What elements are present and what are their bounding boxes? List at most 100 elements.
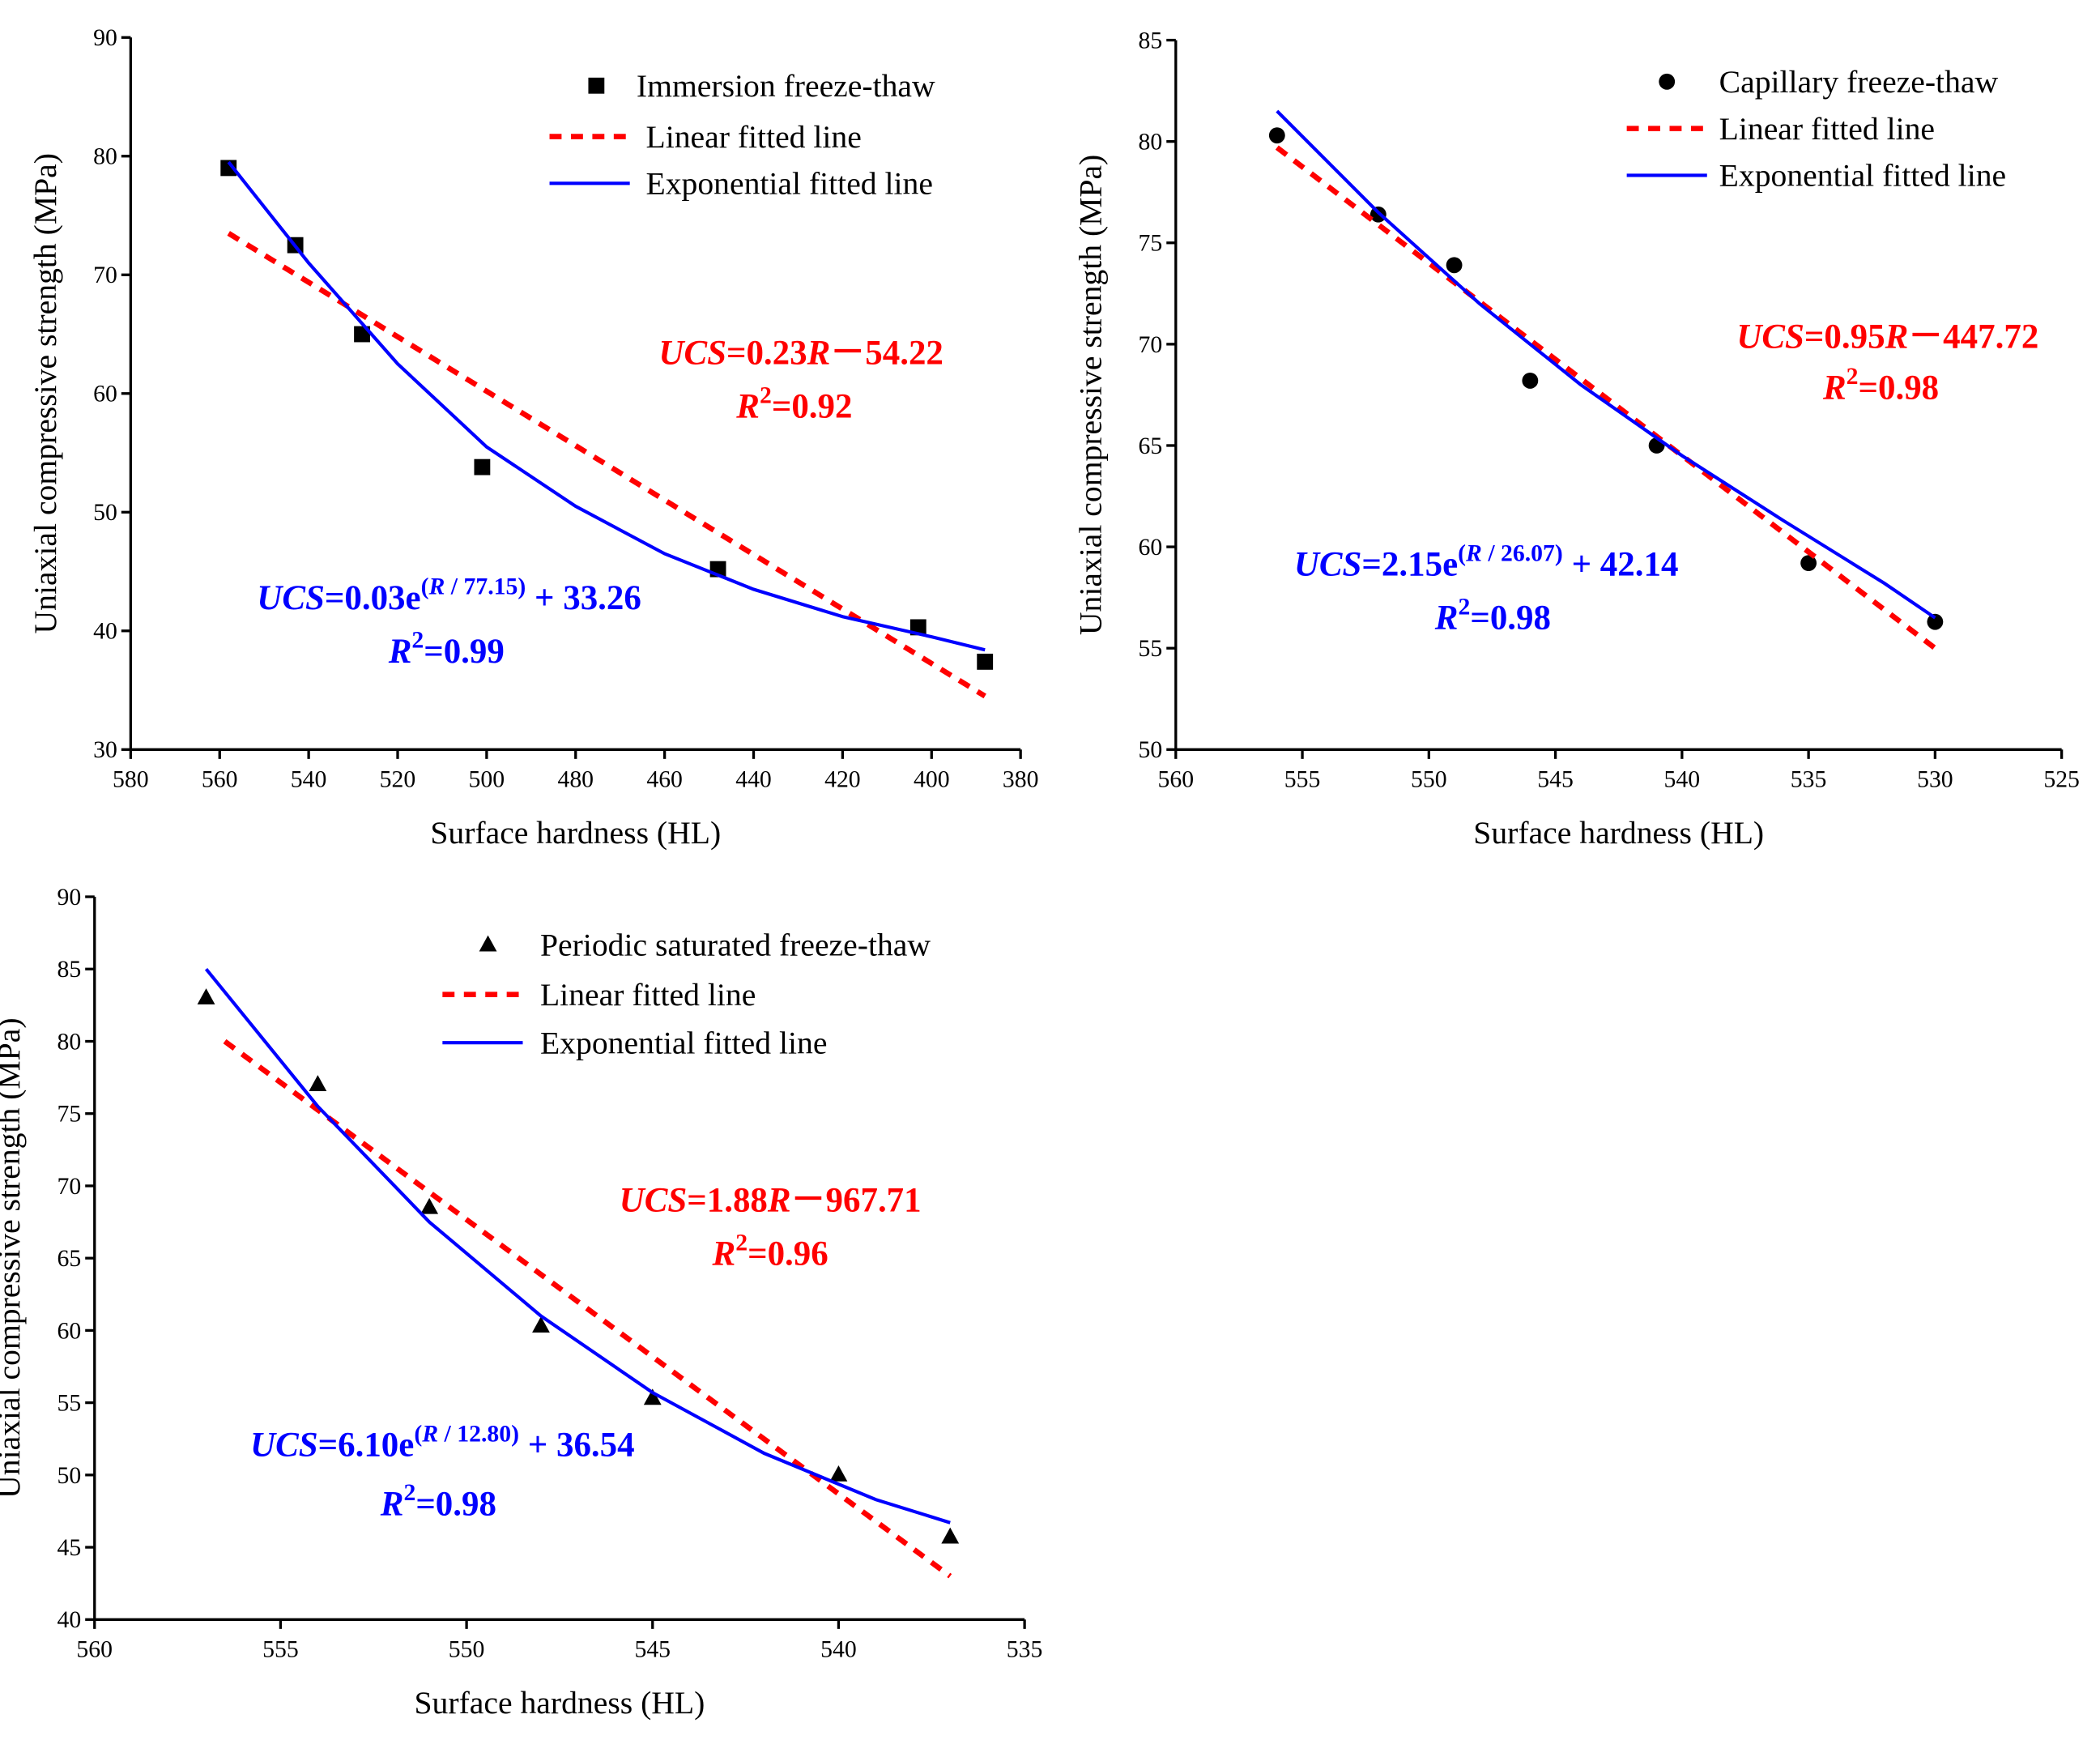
- y-tick-label: 65: [1139, 433, 1163, 459]
- x-tick-label: 540: [291, 766, 327, 793]
- x-tick-label: 545: [634, 1636, 671, 1663]
- y-tick-label: 40: [57, 1606, 81, 1633]
- equation-part: R: [735, 388, 760, 426]
- marker-triangle: [829, 1465, 848, 1482]
- legend-label: Periodic saturated freeze-thaw: [540, 928, 931, 963]
- equation-part: / 26.07): [1482, 539, 1563, 566]
- fit-line: [1275, 145, 1937, 650]
- y-tick-label: 50: [1139, 736, 1163, 763]
- marker-square: [474, 458, 491, 476]
- y-tick-label: 60: [57, 1317, 81, 1344]
- y-tick-label: 70: [57, 1173, 81, 1200]
- equation: UCS=1.88R－967.71: [620, 1181, 922, 1219]
- marker-square: [588, 77, 605, 94]
- equation-part: =0.98: [1859, 369, 1940, 407]
- x-tick-label: 540: [820, 1636, 857, 1663]
- y-tick-label: 80: [57, 1028, 81, 1055]
- legend-label: Exponential fitted line: [646, 166, 933, 202]
- equation: R2=0.92: [735, 382, 852, 425]
- equation: R2=0.96: [712, 1229, 828, 1273]
- equation: UCS=0.03e(R / 77.15) + 33.26: [257, 574, 641, 617]
- equation-part: =0.98: [415, 1485, 496, 1523]
- x-tick-label: 480: [557, 766, 594, 793]
- y-tick-label: 60: [93, 381, 117, 407]
- x-tick-label: 550: [449, 1636, 485, 1663]
- equation-part: －967.71: [791, 1181, 922, 1219]
- equation-part: =0.23: [726, 334, 807, 372]
- equation-part: UCS: [658, 334, 726, 372]
- equation-part: 2: [735, 1229, 748, 1256]
- fit-line: [223, 1038, 952, 1579]
- equation-part: UCS: [257, 579, 325, 617]
- equation: UCS=0.23R－54.22: [658, 334, 943, 372]
- marker-circle: [1927, 613, 1944, 630]
- y-tick-label: 85: [57, 956, 81, 983]
- x-axis-label: Surface hardness (HL): [415, 1685, 705, 1721]
- x-tick-label: 530: [1917, 766, 1953, 793]
- equation: UCS=0.95R－447.72: [1736, 318, 2038, 356]
- marker-triangle: [532, 1316, 550, 1333]
- y-tick-label: 30: [93, 736, 117, 763]
- marker-circle: [1800, 555, 1817, 572]
- equation-part: =6.10e: [318, 1427, 415, 1465]
- y-tick-label: 90: [93, 24, 117, 51]
- fit-line: [1276, 109, 1936, 620]
- equation-part: + 42.14: [1563, 545, 1679, 583]
- equation-part: UCS: [250, 1427, 318, 1465]
- y-axis-label: Uniaxial compressive strength (MPa): [0, 1017, 27, 1498]
- equation-part: =0.03e: [325, 579, 421, 617]
- x-axis-label: Surface hardness (HL): [430, 815, 721, 851]
- equation-part: R: [421, 1421, 438, 1448]
- marker-triangle: [643, 1388, 662, 1405]
- equation-part: =0.99: [424, 633, 505, 671]
- x-tick-label: 560: [1158, 766, 1195, 793]
- equation-part: R: [1465, 539, 1482, 566]
- y-tick-label: 50: [57, 1462, 81, 1489]
- x-tick-label: 420: [824, 766, 861, 793]
- equation-part: 2: [411, 627, 424, 654]
- x-tick-label: 560: [202, 766, 238, 793]
- x-tick-label: 520: [380, 766, 416, 793]
- marker-square: [977, 653, 994, 670]
- equation-part: R: [712, 1235, 736, 1273]
- x-tick-label: 555: [262, 1636, 299, 1663]
- x-tick-label: 535: [1791, 766, 1827, 793]
- equation-part: －447.72: [1908, 318, 2038, 356]
- y-tick-label: 80: [93, 143, 117, 170]
- x-tick-label: 500: [469, 766, 505, 793]
- equation-part: UCS: [1294, 545, 1362, 583]
- equation: R2=0.98: [1434, 593, 1551, 637]
- equation-part: =1.88: [687, 1181, 768, 1219]
- equation-part: 2: [1847, 363, 1859, 390]
- equation: R2=0.98: [380, 1479, 496, 1523]
- equation-part: =0.98: [1470, 599, 1551, 638]
- equation: UCS=6.10e(R / 12.80) + 36.54: [250, 1421, 635, 1465]
- equation-part: + 33.26: [526, 579, 641, 617]
- marker-circle: [1522, 373, 1539, 389]
- marker-circle: [1659, 73, 1676, 90]
- x-tick-label: 535: [1007, 1636, 1043, 1663]
- legend-label: Linear fitted line: [1719, 111, 1935, 147]
- equation-part: R: [380, 1485, 404, 1523]
- x-tick-label: 460: [646, 766, 683, 793]
- equation-part: =0.92: [772, 388, 853, 426]
- legend-label: Exponential fitted line: [1719, 158, 2006, 194]
- equation-part: (: [1458, 539, 1466, 566]
- equation-part: + 36.54: [519, 1427, 635, 1465]
- y-tick-label: 70: [93, 262, 117, 288]
- equation: R2=0.98: [1822, 363, 1939, 407]
- equation-part: 2: [760, 382, 772, 408]
- fit-line: [204, 967, 951, 1525]
- equation-part: R: [767, 1181, 791, 1219]
- equation-part: (: [414, 1421, 422, 1448]
- equation-part: (: [421, 574, 429, 600]
- equation-part: UCS: [620, 1181, 688, 1219]
- x-tick-label: 540: [1664, 766, 1701, 793]
- marker-triangle: [309, 1075, 327, 1091]
- legend-label: Immersion freeze-thaw: [637, 68, 935, 104]
- x-tick-label: 380: [1003, 766, 1039, 793]
- equation-part: =0.96: [748, 1235, 828, 1273]
- equation-part: 2: [1458, 593, 1470, 620]
- y-tick-label: 45: [57, 1534, 81, 1561]
